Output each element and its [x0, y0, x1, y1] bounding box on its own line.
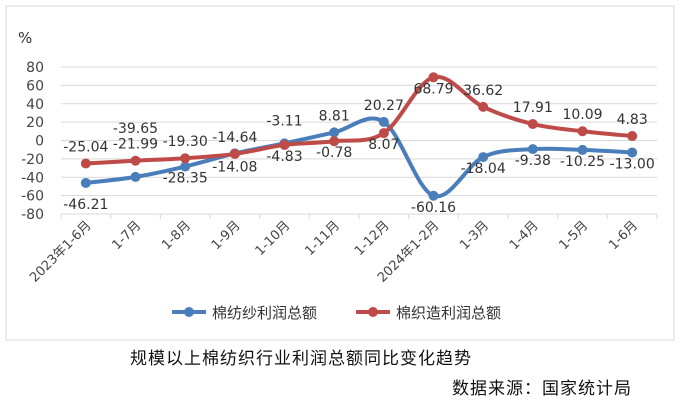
- data-point: [80, 158, 91, 169]
- data-label: -18.04: [461, 161, 506, 177]
- data-label: 8.07: [368, 137, 399, 153]
- y-tick-label: -60: [21, 189, 44, 205]
- y-tick-label: -40: [21, 170, 44, 186]
- chart-title: 规模以上棉纺织行业利润总额同比变化趋势: [130, 349, 472, 369]
- data-point: [329, 136, 340, 147]
- data-point: [428, 190, 439, 201]
- data-label: 17.91: [513, 100, 553, 116]
- data-point: [378, 116, 389, 127]
- data-label: 4.83: [617, 112, 648, 128]
- data-point: [627, 147, 638, 158]
- data-label: -39.65: [113, 121, 158, 137]
- data-point: [627, 131, 638, 142]
- data-label: -3.11: [266, 113, 302, 129]
- data-point: [229, 148, 240, 159]
- data-point: [80, 177, 91, 188]
- data-point: [279, 139, 290, 150]
- data-label: -10.25: [560, 154, 605, 170]
- data-point: [180, 153, 191, 164]
- data-label: -0.78: [316, 145, 352, 161]
- data-point: [577, 126, 588, 137]
- data-label: -25.04: [63, 140, 108, 156]
- y-tick-label: -20: [21, 152, 44, 168]
- data-label: -60.16: [411, 200, 456, 216]
- data-point: [527, 119, 538, 130]
- y-tick-label: 0: [35, 134, 44, 150]
- data-label: -4.83: [266, 149, 302, 165]
- y-tick-label: 80: [26, 60, 44, 76]
- y-tick-label: 60: [26, 78, 44, 94]
- data-label: -14.64: [212, 130, 257, 146]
- data-label: -28.35: [163, 171, 208, 187]
- data-point: [428, 72, 439, 83]
- data-label: -21.99: [113, 137, 158, 153]
- y-tick-label: 20: [26, 115, 44, 131]
- data-label: -9.38: [515, 153, 551, 169]
- legend-label: 棉纺纱利润总额: [212, 304, 317, 322]
- legend-marker: [368, 307, 378, 317]
- y-tick-label: -80: [21, 207, 44, 223]
- data-label: 8.81: [319, 108, 350, 124]
- data-point: [180, 161, 191, 172]
- data-label: 36.62: [463, 83, 503, 99]
- y-tick-label: 40: [26, 97, 44, 113]
- legend-label: 棉织造利润总额: [396, 304, 501, 322]
- data-label: 10.09: [562, 107, 602, 123]
- data-label: -13.00: [610, 156, 655, 172]
- data-point: [478, 152, 489, 163]
- y-axis-label: %: [18, 29, 32, 47]
- data-label: 20.27: [364, 98, 404, 114]
- chart-border: [5, 5, 675, 341]
- data-label: -46.21: [63, 197, 108, 213]
- data-label: 68.79: [413, 81, 453, 97]
- data-point: [527, 144, 538, 155]
- data-point: [130, 155, 141, 166]
- data-label: -14.08: [212, 159, 257, 175]
- data-point: [130, 171, 141, 182]
- data-point: [577, 144, 588, 155]
- data-point: [329, 127, 340, 138]
- legend-marker: [184, 307, 194, 317]
- data-point: [378, 128, 389, 139]
- data-label: -19.30: [163, 134, 208, 150]
- chart-source: 数据来源：国家统计局: [452, 379, 632, 399]
- data-point: [478, 101, 489, 112]
